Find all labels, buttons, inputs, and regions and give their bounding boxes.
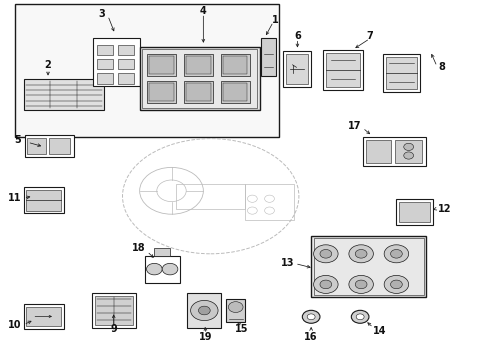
Circle shape <box>384 275 409 293</box>
Circle shape <box>320 249 332 258</box>
Text: 18: 18 <box>132 243 146 253</box>
Bar <box>24 79 104 110</box>
Circle shape <box>147 263 162 275</box>
Bar <box>383 54 420 92</box>
Circle shape <box>349 275 373 293</box>
Text: 16: 16 <box>304 332 318 342</box>
Bar <box>220 81 250 103</box>
Bar <box>314 238 424 295</box>
Circle shape <box>355 280 367 289</box>
Bar <box>142 49 257 108</box>
Bar <box>118 45 134 55</box>
Bar <box>176 184 245 209</box>
Text: 8: 8 <box>439 62 445 72</box>
Bar <box>95 296 133 325</box>
Bar <box>223 56 247 74</box>
Bar <box>326 53 360 87</box>
Text: 5: 5 <box>14 135 21 145</box>
Bar <box>363 137 426 166</box>
Bar <box>93 38 140 86</box>
Bar <box>147 81 176 103</box>
Text: 6: 6 <box>294 31 301 41</box>
Circle shape <box>320 280 332 289</box>
Text: 2: 2 <box>45 60 51 70</box>
Circle shape <box>228 302 243 312</box>
Bar <box>261 38 276 76</box>
Circle shape <box>391 280 402 289</box>
Bar <box>118 73 134 84</box>
Circle shape <box>349 245 373 263</box>
Circle shape <box>314 275 338 293</box>
Bar <box>323 50 363 90</box>
Text: 1: 1 <box>272 15 279 25</box>
Bar <box>97 73 113 84</box>
Bar <box>396 199 433 225</box>
Bar <box>283 51 311 87</box>
Bar <box>184 81 213 103</box>
Text: 9: 9 <box>110 324 117 334</box>
Text: 4: 4 <box>200 6 207 16</box>
Bar <box>140 47 260 110</box>
Circle shape <box>391 249 402 258</box>
Circle shape <box>307 314 315 320</box>
Bar <box>26 190 61 211</box>
Bar <box>186 83 211 101</box>
Bar <box>226 299 245 322</box>
Bar <box>311 236 426 297</box>
Text: 10: 10 <box>7 320 21 330</box>
Text: 12: 12 <box>438 204 451 214</box>
Circle shape <box>384 245 409 263</box>
Bar <box>149 56 174 74</box>
Text: 14: 14 <box>373 326 387 336</box>
Circle shape <box>404 152 414 159</box>
Circle shape <box>162 263 178 275</box>
Circle shape <box>198 306 210 315</box>
Bar <box>49 138 70 154</box>
Bar <box>147 54 176 76</box>
Bar <box>154 248 170 256</box>
Bar <box>220 54 250 76</box>
Bar <box>24 135 74 157</box>
Bar <box>286 54 308 84</box>
Bar <box>187 293 221 328</box>
Bar <box>399 202 430 222</box>
Bar <box>186 56 211 74</box>
Circle shape <box>404 143 414 150</box>
Text: 7: 7 <box>367 31 373 41</box>
Circle shape <box>356 314 364 320</box>
Bar <box>223 83 247 101</box>
Circle shape <box>191 300 218 320</box>
Text: 11: 11 <box>7 193 21 203</box>
Bar <box>145 256 180 283</box>
Circle shape <box>302 310 320 323</box>
Text: 3: 3 <box>98 9 105 19</box>
Bar <box>395 140 422 163</box>
Bar <box>184 54 213 76</box>
Circle shape <box>314 245 338 263</box>
Text: 13: 13 <box>280 258 294 268</box>
Bar <box>26 307 61 326</box>
Bar <box>149 83 174 101</box>
Circle shape <box>351 310 369 323</box>
Bar <box>386 57 417 89</box>
Bar <box>97 45 113 55</box>
Bar <box>24 187 64 213</box>
Bar <box>27 138 46 154</box>
Text: 17: 17 <box>347 121 361 131</box>
Bar <box>24 304 64 329</box>
Bar <box>366 140 391 163</box>
Text: 15: 15 <box>235 324 249 334</box>
Bar <box>118 59 134 69</box>
Bar <box>92 293 136 328</box>
Bar <box>15 4 279 137</box>
Bar <box>245 184 294 220</box>
Bar <box>97 59 113 69</box>
Circle shape <box>355 249 367 258</box>
Text: 19: 19 <box>199 332 213 342</box>
